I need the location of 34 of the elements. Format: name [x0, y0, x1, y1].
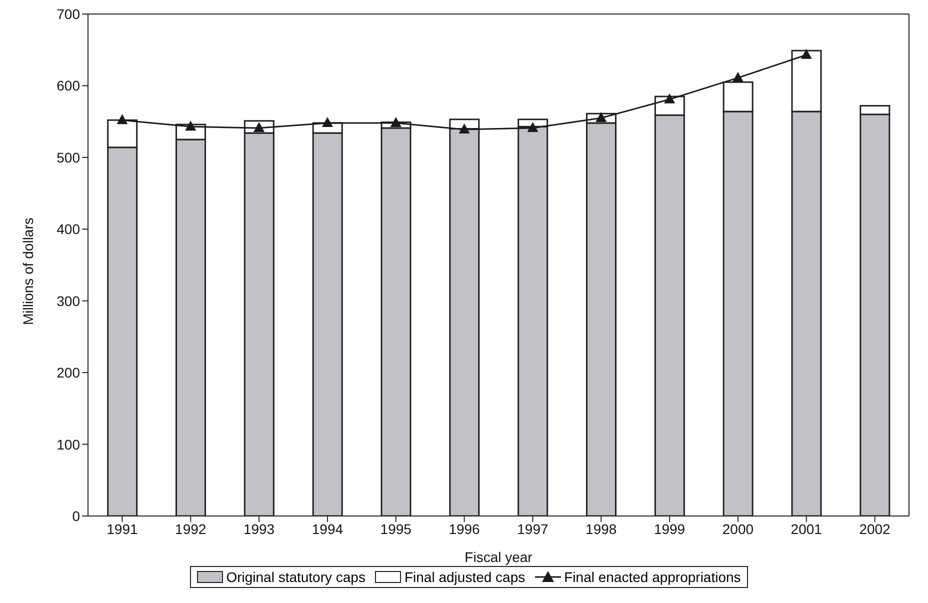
- legend-label: Final adjusted caps: [403, 569, 526, 585]
- point: [116, 114, 128, 124]
- x-tick-label: 1996: [448, 520, 480, 537]
- x-tick-label: 1992: [175, 520, 206, 537]
- point: [527, 122, 538, 132]
- y-tick-label: 400: [56, 221, 80, 238]
- legend-label: Final enacted appropriations: [563, 569, 741, 585]
- y-tick-label: 100: [56, 436, 80, 452]
- y-axis-title: Millions of dollars: [20, 218, 36, 325]
- point: [458, 123, 470, 134]
- legend-label: Original statutory caps: [225, 569, 366, 585]
- x-tick-label: 2002: [859, 520, 891, 537]
- y-tick-label: 0: [72, 508, 80, 524]
- y-tick-label: 200: [56, 364, 80, 381]
- point: [800, 48, 812, 59]
- x-tick-label: 1995: [380, 520, 412, 537]
- x-tick-label: 1999: [654, 520, 686, 537]
- y-tick-label: 700: [56, 6, 80, 22]
- point: [664, 93, 676, 104]
- x-tick-label: 1994: [312, 520, 344, 537]
- x-tick-label: 1997: [517, 520, 548, 537]
- y-tick-label: 600: [56, 78, 80, 94]
- x-tick-label: 1993: [243, 520, 275, 537]
- x-axis-title: Fiscal year: [464, 549, 533, 565]
- y-tick-label: 500: [56, 149, 80, 166]
- x-tick-label: 2000: [722, 520, 754, 537]
- point: [185, 120, 196, 131]
- point: [390, 117, 402, 128]
- point: [596, 112, 607, 122]
- point: [732, 72, 744, 82]
- x-tick-label: 1991: [106, 520, 138, 537]
- x-tick-label: 2001: [790, 520, 822, 537]
- y-tick-label: 300: [56, 292, 80, 309]
- x-tick-label: 1998: [586, 520, 617, 537]
